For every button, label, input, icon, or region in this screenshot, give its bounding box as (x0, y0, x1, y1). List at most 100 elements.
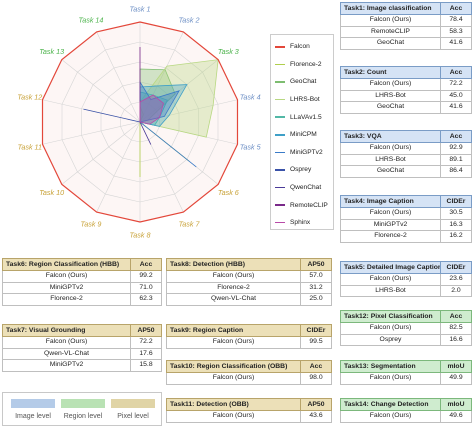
score-value: 2.0 (440, 284, 472, 297)
table-title: Task4: Image Caption (340, 195, 441, 208)
axis-label: Task 11 (18, 143, 42, 152)
table-row: MiniGPTv2 71.0 (2, 281, 162, 294)
table-header: Task12: Pixel Classification Acc (340, 310, 472, 323)
score-value: 41.6 (440, 37, 472, 50)
key-swatch-image (11, 399, 55, 408)
metric-header: Acc (440, 130, 472, 143)
score-value: 78.4 (440, 14, 472, 27)
model-name: MiniGPTv2 (340, 218, 441, 231)
table-row: Falcon (Ours) 49.9 (340, 372, 472, 385)
model-name: Falcon (Ours) (340, 78, 441, 91)
model-name: Falcon (Ours) (340, 207, 441, 220)
legend-label: RemoteCLIP (290, 201, 328, 209)
series-sphinx (139, 94, 164, 125)
score-value: 49.9 (440, 372, 472, 385)
model-name: Falcon (Ours) (166, 336, 301, 349)
legend-item: QwenChat (275, 179, 333, 197)
radar-spoke (42, 121, 141, 145)
legend-label: Florence-2 (290, 60, 322, 68)
metric-header: Acc (440, 66, 472, 79)
model-name: LHRS-Bot (340, 284, 441, 297)
table-header: Task2: Count Acc (340, 66, 472, 79)
score-value: 16.3 (440, 218, 472, 231)
table-task1: Task1: Image classification Acc Falcon (Ou… (340, 2, 472, 50)
table-row: Florence-2 31.2 (166, 281, 332, 294)
score-value: 31.2 (300, 281, 332, 294)
model-name: MiniGPTv2 (2, 281, 131, 294)
score-value: 30.5 (440, 207, 472, 220)
table-header: Task10: Region Classification (OBB) Acc (166, 360, 332, 373)
score-value: 57.0 (300, 270, 332, 283)
radar-spoke (96, 121, 141, 213)
legend-label: MiniGPTv2 (290, 148, 323, 156)
table-row: Falcon (Ours) 99.5 (166, 336, 332, 349)
table-task9: Task9: Region Caption CIDEr Falcon (Ours) 9… (166, 324, 332, 349)
table-header: Task1: Image classification Acc (340, 2, 472, 15)
axis-label: Task 8 (130, 231, 151, 240)
score-value: 62.3 (130, 293, 162, 306)
legend-swatch (275, 63, 285, 66)
table-task13: Task13: Segmentation mIoU Falcon (Ours) 49.… (340, 360, 472, 385)
radar-legend: Falcon Florence-2 GeoChat LHRS-Bot LLaVAv1.5… (270, 34, 334, 230)
legend-swatch (275, 81, 285, 83)
table-task8: Task8: Detection (HBB) AP50 Falcon (Ours) 5… (166, 258, 332, 306)
table-task11: Task11: Detection (OBB) AP50 Falcon (Ours)… (166, 398, 332, 423)
table-row: Falcon (Ours) 57.0 (166, 270, 332, 283)
key-label-region: Region level (63, 413, 103, 420)
axis-label: Task 14 (79, 16, 104, 25)
legend-item: MiniGPTv2 (275, 144, 333, 162)
table-row: LHRS-Bot 89.1 (340, 153, 472, 166)
table-header: Task11: Detection (OBB) AP50 (166, 398, 332, 411)
model-name: Falcon (Ours) (340, 410, 441, 423)
model-name: Falcon (Ours) (340, 322, 441, 335)
axis-label: Task 12 (17, 92, 42, 101)
legend-label: GeoChat (290, 78, 317, 86)
legend-item: LHRS-Bot (275, 91, 333, 109)
score-value: 71.0 (130, 281, 162, 294)
metric-header: CIDEr (440, 261, 472, 274)
table-title: Task7: Visual Grounding (2, 324, 131, 337)
table-row: Falcon (Ours) 82.5 (340, 322, 472, 335)
metric-header: AP50 (130, 324, 162, 337)
table-task4: Task4: Image Caption CIDEr Falcon (Ours) 30… (340, 195, 472, 243)
table-header: Task9: Region Caption CIDEr (166, 324, 332, 337)
table-row: Florence-2 62.3 (2, 293, 162, 306)
legend-swatch (275, 98, 285, 101)
model-name: Florence-2 (2, 293, 131, 306)
radar-spoke (139, 31, 184, 123)
radar-spoke (61, 59, 141, 123)
legend-label: QwenChat (290, 184, 322, 192)
table-title: Task5: Detailed Image Caption (340, 261, 441, 274)
table-row: Falcon (Ours) 72.2 (340, 78, 472, 91)
table-row: RemoteCLIP 58.3 (340, 25, 472, 38)
legend-label: LHRS-Bot (290, 96, 320, 104)
model-name: LHRS-Bot (340, 153, 441, 166)
model-name: Falcon (Ours) (166, 410, 301, 423)
metric-header: mIoU (440, 360, 472, 373)
score-value: 89.1 (440, 153, 472, 166)
table-row: Falcon (Ours) 23.6 (340, 273, 472, 286)
table-header: Task3: VQA Acc (340, 130, 472, 143)
legend-item: GeoChat (275, 73, 333, 91)
table-title: Task6: Region Classification (HBB) (2, 258, 131, 271)
model-name: Qwen-VL-Chat (166, 293, 301, 306)
score-value: 49.6 (440, 410, 472, 423)
axis-label: Task 5 (240, 143, 262, 152)
score-value: 43.6 (300, 410, 332, 423)
table-row: Florence-2 16.2 (340, 230, 472, 243)
table-row: Falcon (Ours) 78.4 (340, 14, 472, 27)
axis-label: Task 2 (179, 16, 200, 25)
legend-item: Florence-2 (275, 56, 333, 74)
table-row: LHRS-Bot 2.0 (340, 284, 472, 297)
axis-label: Task 9 (81, 219, 102, 228)
score-value: 72.2 (440, 78, 472, 91)
table-task14: Task14: Change Detection mIoU Falcon (Ours… (340, 398, 472, 423)
key-label-image: Image level (15, 413, 51, 420)
legend-swatch (275, 151, 285, 154)
legend-swatch (275, 46, 285, 48)
table-row: Falcon (Ours) 99.2 (2, 270, 162, 283)
legend-swatch (275, 116, 285, 118)
table-title: Task8: Detection (HBB) (166, 258, 301, 271)
table-header: Task14: Change Detection mIoU (340, 398, 472, 411)
table-task7: Task7: Visual Grounding AP50 Falcon (Ours)… (2, 324, 162, 372)
